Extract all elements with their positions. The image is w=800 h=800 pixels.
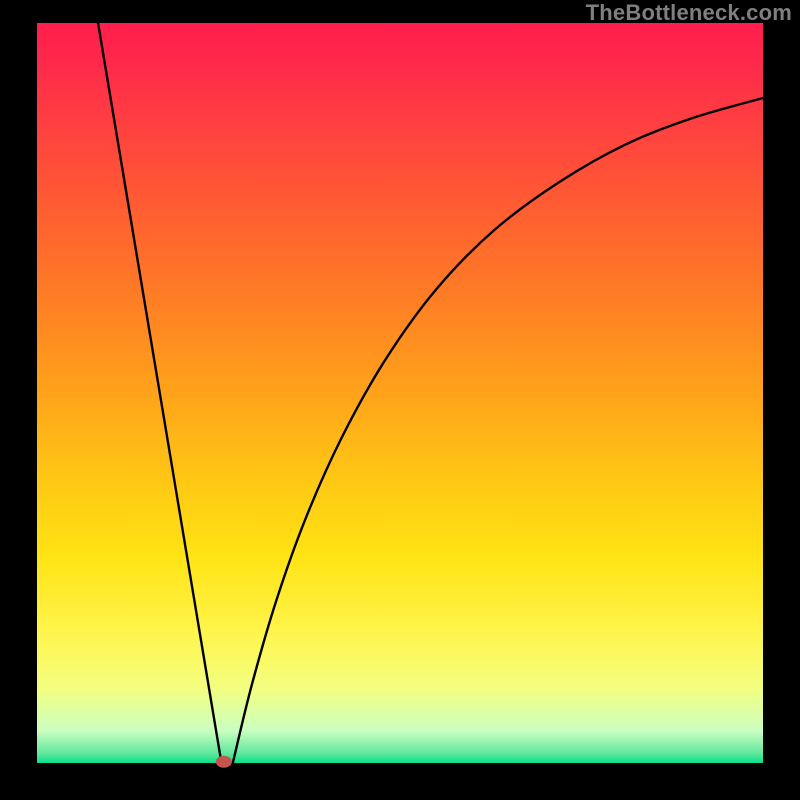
- chart-stage: TheBottleneck.com: [0, 0, 800, 800]
- plot-area: [36, 22, 764, 764]
- bottleneck-chart: [0, 0, 800, 800]
- optimal-point-marker: [216, 756, 232, 768]
